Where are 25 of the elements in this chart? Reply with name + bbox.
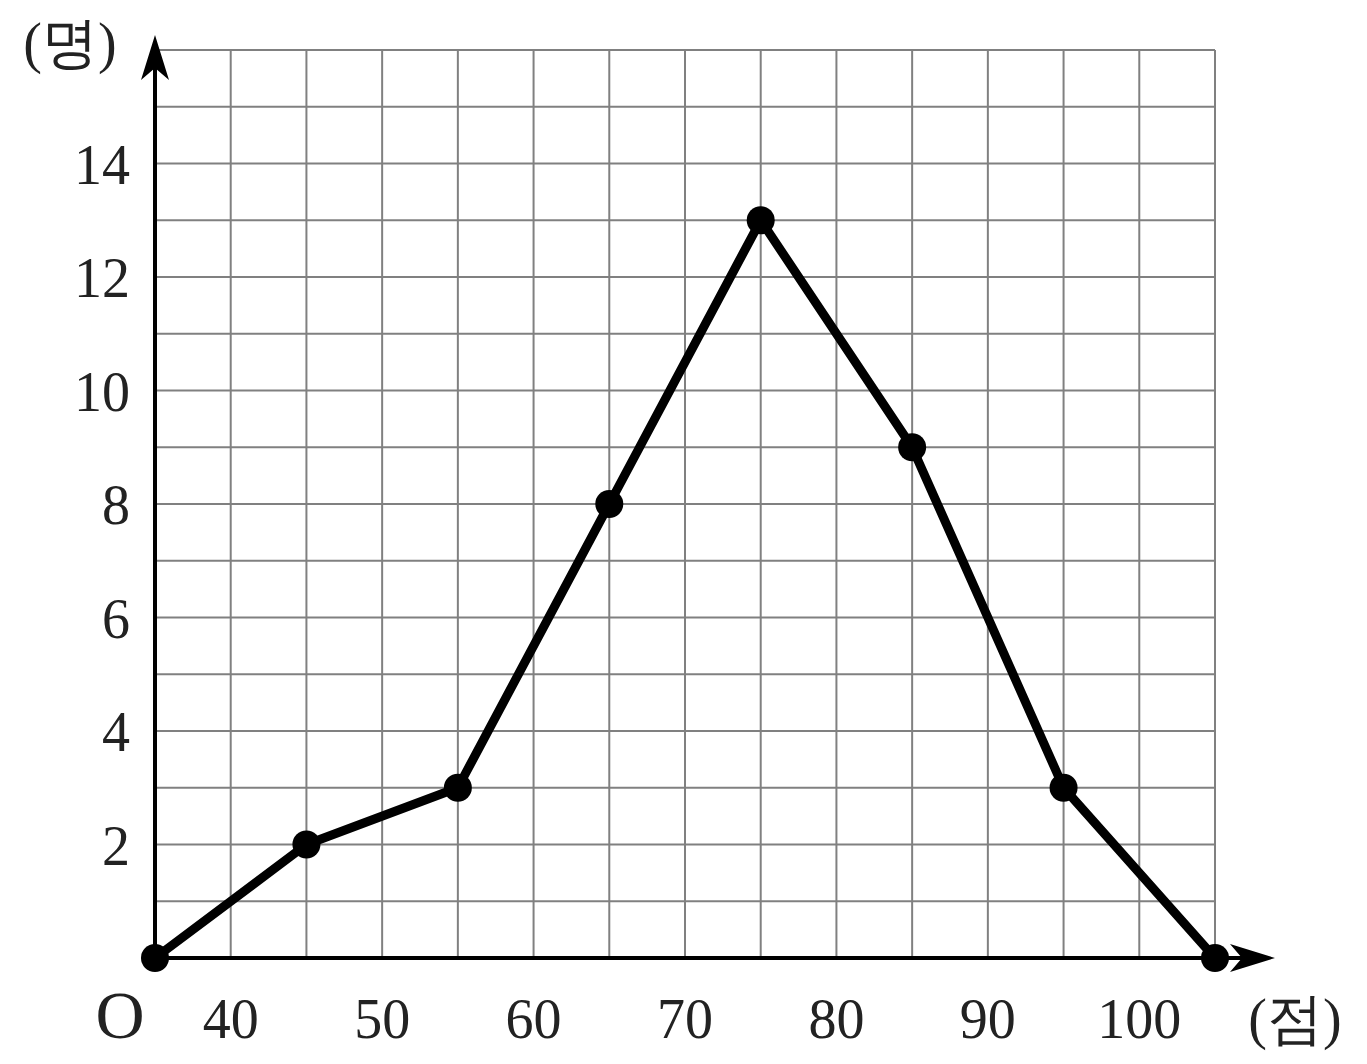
point (1201, 944, 1229, 972)
point (595, 490, 624, 518)
y-axis-title: (명) (23, 12, 117, 75)
y-tick-label: 10 (74, 360, 130, 423)
x-tick-label: O (95, 977, 145, 1053)
point (898, 433, 927, 462)
x-tick-label: 90 (959, 988, 1016, 1050)
point (292, 830, 321, 859)
y-tick-label: 2 (102, 814, 130, 877)
x-tick-label: 60 (505, 988, 562, 1050)
point (141, 944, 169, 972)
point (443, 773, 472, 802)
x-tick-label: 100 (1097, 988, 1182, 1050)
y-tick-label: 14 (74, 133, 130, 196)
x-tick-label: 80 (808, 988, 865, 1050)
point (746, 206, 775, 235)
y-tick-label: 8 (102, 474, 130, 536)
y-tick-label: 4 (102, 701, 130, 763)
x-axis-title: (점) (1248, 988, 1342, 1051)
point (1049, 773, 1078, 802)
x-tick-label: 70 (657, 988, 713, 1050)
x-tick-label: 40 (202, 988, 259, 1050)
y-tick-label: 12 (74, 247, 130, 309)
y-tick-label: 6 (102, 587, 130, 650)
x-tick-label: 50 (354, 988, 411, 1050)
